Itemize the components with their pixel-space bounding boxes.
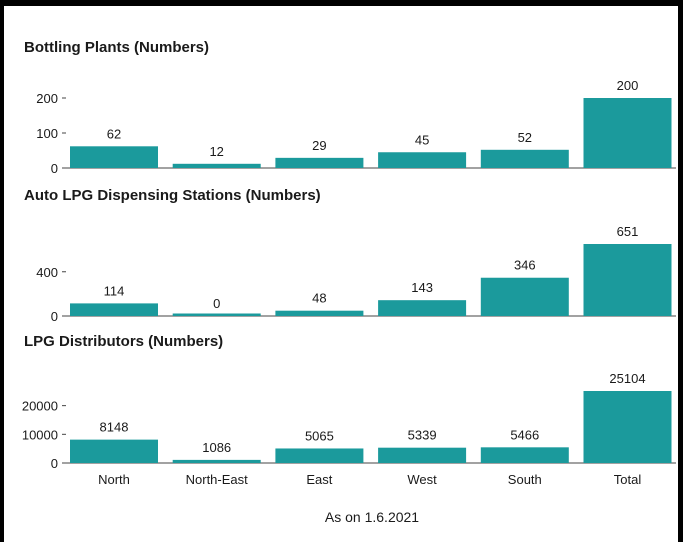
panel-2-title: Auto LPG Dispensing Stations (Numbers): [24, 187, 321, 204]
data-label: 5466: [510, 427, 539, 442]
data-label: 45: [415, 132, 429, 147]
bar-north: [70, 146, 158, 168]
bar-west: [378, 300, 467, 316]
x-category-label: South: [508, 472, 542, 487]
bar-north-east: [172, 459, 261, 463]
bar-total: [583, 98, 672, 168]
data-label: 5065: [305, 428, 334, 443]
panel-3-title: LPG Distributors (Numbers): [24, 333, 223, 350]
bar-total: [583, 391, 672, 463]
data-label: 651: [617, 224, 639, 239]
data-label: 143: [411, 280, 433, 295]
data-label: 346: [514, 258, 536, 273]
bar-north: [70, 303, 158, 316]
bar-east: [275, 310, 364, 316]
bar-north-east: [172, 313, 261, 316]
x-category-label: North-East: [186, 472, 249, 487]
data-label: 29: [312, 138, 326, 153]
data-label: 0: [213, 296, 220, 311]
bar-south: [480, 277, 569, 316]
data-label: 48: [312, 291, 326, 306]
data-label: 200: [617, 78, 639, 93]
data-label: 8148: [100, 420, 129, 435]
bar-south: [480, 447, 569, 463]
data-label: 114: [104, 283, 125, 298]
panel-1-ytick-label: 0: [51, 161, 58, 176]
bar-west: [378, 152, 467, 168]
panel-2-ytick-label: 400: [36, 265, 58, 280]
data-label: 1086: [202, 440, 231, 455]
bar-east: [275, 157, 364, 168]
bar-total: [583, 244, 672, 316]
bar-west: [378, 447, 467, 463]
x-category-label: West: [407, 472, 437, 487]
bar-east: [275, 448, 364, 463]
data-label: 62: [107, 126, 121, 141]
panel-2-ytick-label: 0: [51, 309, 58, 324]
panel-3-ytick-label: 20000: [22, 399, 58, 414]
bar-north: [70, 439, 158, 463]
x-category-label: North: [98, 472, 130, 487]
data-label: 25104: [609, 371, 645, 386]
x-category-label: East: [306, 472, 332, 487]
x-category-label: Total: [614, 472, 642, 487]
data-label: 52: [518, 130, 532, 145]
panel-1-ytick-label: 100: [36, 126, 58, 141]
panel-1-ytick-label: 200: [36, 91, 58, 106]
chart-caption: As on 1.6.2021: [325, 509, 419, 525]
data-label: 12: [209, 144, 223, 159]
panel-1-title: Bottling Plants (Numbers): [24, 39, 209, 56]
data-label: 5339: [408, 428, 437, 443]
bar-south: [480, 149, 569, 168]
bar-north-east: [172, 163, 261, 168]
panel-3-ytick-label: 0: [51, 456, 58, 471]
panel-3-ytick-label: 10000: [22, 427, 58, 442]
